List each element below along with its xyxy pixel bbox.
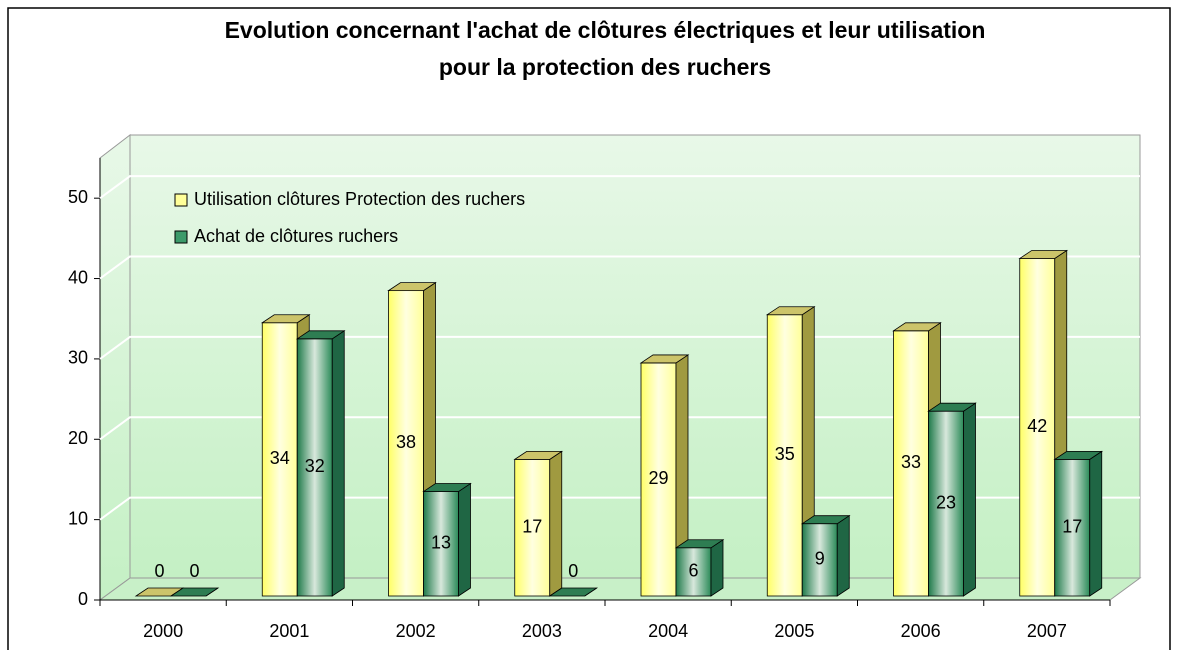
plot: 0 10 20 30 40 50 2000 2001 2002 2003 2004 2005 2006 2… — [68, 158, 1140, 641]
bar-side — [549, 450, 563, 597]
bar-top — [674, 539, 725, 549]
value-label: 23 — [936, 492, 956, 512]
bar-top — [260, 314, 311, 324]
value-label: 17 — [1062, 516, 1082, 536]
value-label: 0 — [189, 561, 199, 581]
bar-top — [639, 354, 690, 364]
bar — [295, 330, 346, 597]
legend-swatch — [174, 193, 188, 207]
value-label: 35 — [775, 444, 795, 464]
legend-label: Achat de clôtures ruchers — [194, 226, 398, 246]
bar-top — [800, 515, 851, 525]
bar-side — [1089, 450, 1103, 597]
bar-top — [1018, 250, 1069, 259]
value-label: 0 — [568, 561, 578, 581]
bar-front — [261, 322, 298, 597]
chart-title: pour la protection des ruchers — [439, 54, 771, 80]
bar — [513, 450, 564, 597]
bar-front — [1054, 458, 1091, 597]
value-label: 6 — [688, 561, 698, 581]
bar — [169, 587, 220, 597]
bar-front — [640, 362, 677, 597]
y-tick-label: 50 — [68, 187, 88, 207]
bar-top — [548, 587, 599, 597]
bar-front — [388, 290, 424, 597]
bar-side — [710, 539, 724, 597]
bar-top — [1053, 450, 1104, 460]
legend-label: Utilisation clôtures Protection des ruch… — [194, 189, 525, 209]
bar-front — [928, 410, 964, 597]
y-tick-label: 0 — [78, 589, 88, 609]
value-label: 29 — [648, 468, 668, 488]
grid-line — [99, 255, 1140, 280]
x-tick-label: 2005 — [774, 621, 814, 641]
bar-top — [927, 402, 977, 412]
x-tick-label: 2003 — [522, 621, 562, 641]
bar-side — [836, 514, 850, 597]
bar-top — [295, 330, 346, 340]
bar-front — [514, 458, 551, 597]
bar-top — [765, 306, 816, 316]
legend-swatch — [174, 230, 188, 244]
bar-side — [458, 482, 471, 597]
value-label: 13 — [431, 533, 451, 553]
y-tick-label: 30 — [68, 348, 88, 368]
bar-side — [963, 402, 976, 597]
value-label: 32 — [305, 456, 325, 476]
x-tick-label: 2001 — [269, 621, 309, 641]
side-wall — [99, 133, 131, 601]
value-label: 38 — [396, 432, 416, 452]
y-tick-label: 40 — [68, 267, 88, 287]
bar-top — [892, 322, 942, 332]
chart-border — [7, 7, 1171, 650]
bar — [674, 539, 725, 597]
bar-front — [423, 491, 459, 597]
value-label: 34 — [270, 448, 290, 468]
x-tick-label: 2000 — [143, 621, 183, 641]
bar-top — [422, 483, 472, 492]
value-label: 33 — [901, 452, 921, 472]
bar — [800, 514, 851, 597]
chart-title: Evolution concernant l'achat de clôtures… — [225, 17, 986, 43]
grid-line — [99, 175, 1140, 199]
bar — [1053, 450, 1104, 597]
floor — [98, 577, 1142, 601]
bar-top — [169, 587, 220, 597]
value-label: 42 — [1027, 416, 1047, 436]
bar — [927, 402, 977, 597]
value-label: 0 — [154, 561, 164, 581]
bar-side — [331, 330, 345, 597]
x-tick-label: 2007 — [1027, 621, 1067, 641]
bar — [548, 587, 599, 597]
y-tick-label: 20 — [68, 428, 88, 448]
bar — [422, 482, 472, 597]
value-label: 9 — [815, 549, 825, 569]
bar-top — [387, 282, 437, 292]
bar-top — [513, 450, 564, 460]
y-tick-label: 10 — [68, 508, 88, 528]
x-tick-label: 2002 — [396, 621, 436, 641]
x-tick-label: 2004 — [648, 621, 688, 641]
value-label: 17 — [522, 516, 542, 536]
x-tick-label: 2006 — [901, 621, 941, 641]
bar — [639, 354, 690, 597]
